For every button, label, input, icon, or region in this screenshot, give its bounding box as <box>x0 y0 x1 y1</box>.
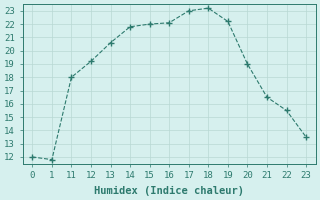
X-axis label: Humidex (Indice chaleur): Humidex (Indice chaleur) <box>94 186 244 196</box>
